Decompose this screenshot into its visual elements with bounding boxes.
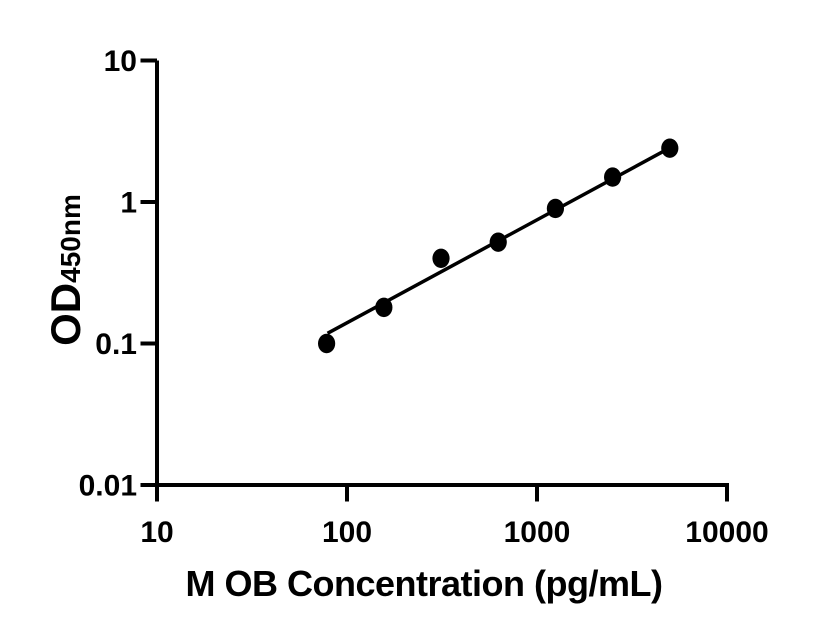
data-point-marker bbox=[661, 138, 679, 158]
x-tick-label: 10 bbox=[140, 516, 173, 549]
y-axis-title: OD450nm bbox=[42, 194, 89, 346]
x-ticks bbox=[155, 485, 729, 502]
y-tick-labels: 0.01 0.1 1 10 bbox=[79, 45, 137, 503]
x-tick-label: 100 bbox=[322, 516, 372, 549]
y-tick-label: 10 bbox=[104, 45, 137, 78]
data-point-marker bbox=[432, 248, 450, 269]
x-tick-label: 10000 bbox=[685, 516, 768, 549]
data-point-marker bbox=[604, 167, 622, 187]
data-point-marker bbox=[375, 297, 393, 318]
y-axis-title-main: OD bbox=[42, 283, 89, 346]
data-point-marker bbox=[489, 232, 507, 252]
data-point-marker bbox=[318, 333, 336, 354]
x-tick-labels: 10 100 1000 10000 bbox=[140, 516, 768, 549]
x-axis-title: M OB Concentration (pg/mL) bbox=[186, 563, 663, 604]
data-points bbox=[318, 138, 679, 354]
data-point-marker bbox=[546, 198, 565, 219]
y-axis-title-subscript: 450nm bbox=[55, 194, 86, 283]
y-tick-label: 1 bbox=[120, 187, 137, 220]
y-tick-label: 0.01 bbox=[79, 470, 137, 503]
y-tick-label: 0.1 bbox=[95, 328, 137, 361]
y-ticks bbox=[140, 58, 157, 487]
x-tick-label: 1000 bbox=[504, 516, 571, 549]
